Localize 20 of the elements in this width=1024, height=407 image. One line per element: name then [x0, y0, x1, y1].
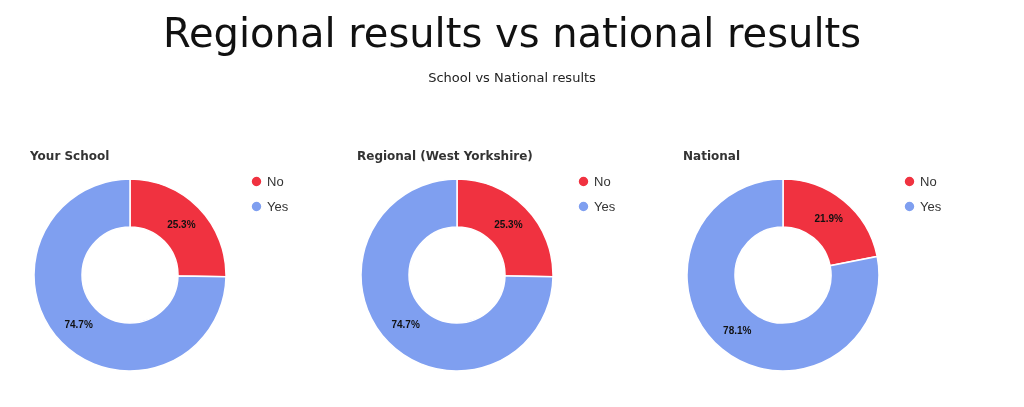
text: Regional results vs national results	[161, 9, 862, 56]
legend-label: No	[267, 173, 284, 189]
legend-label: Yes	[267, 198, 289, 214]
data-label: 25.3%	[494, 218, 523, 230]
chart-title: Regional (West Yorkshire)	[357, 149, 533, 163]
donut-slice	[33, 178, 227, 372]
text: School vs National results	[427, 70, 597, 85]
donut-slice	[360, 178, 554, 372]
data-label: 25.3%	[167, 218, 196, 230]
data-label: 74.7%	[391, 319, 420, 331]
chart-title: Your School	[29, 149, 110, 163]
data-label: 21.9%	[814, 213, 843, 225]
data-label: 78.1%	[723, 324, 752, 336]
legend-label: Yes	[594, 198, 616, 214]
legend-label: No	[920, 173, 937, 189]
legend-label: No	[594, 173, 611, 189]
donut-slice	[686, 178, 880, 372]
chart-title: National	[683, 149, 740, 163]
legend-label: Yes	[920, 198, 942, 214]
data-label: 74.7%	[64, 319, 93, 331]
